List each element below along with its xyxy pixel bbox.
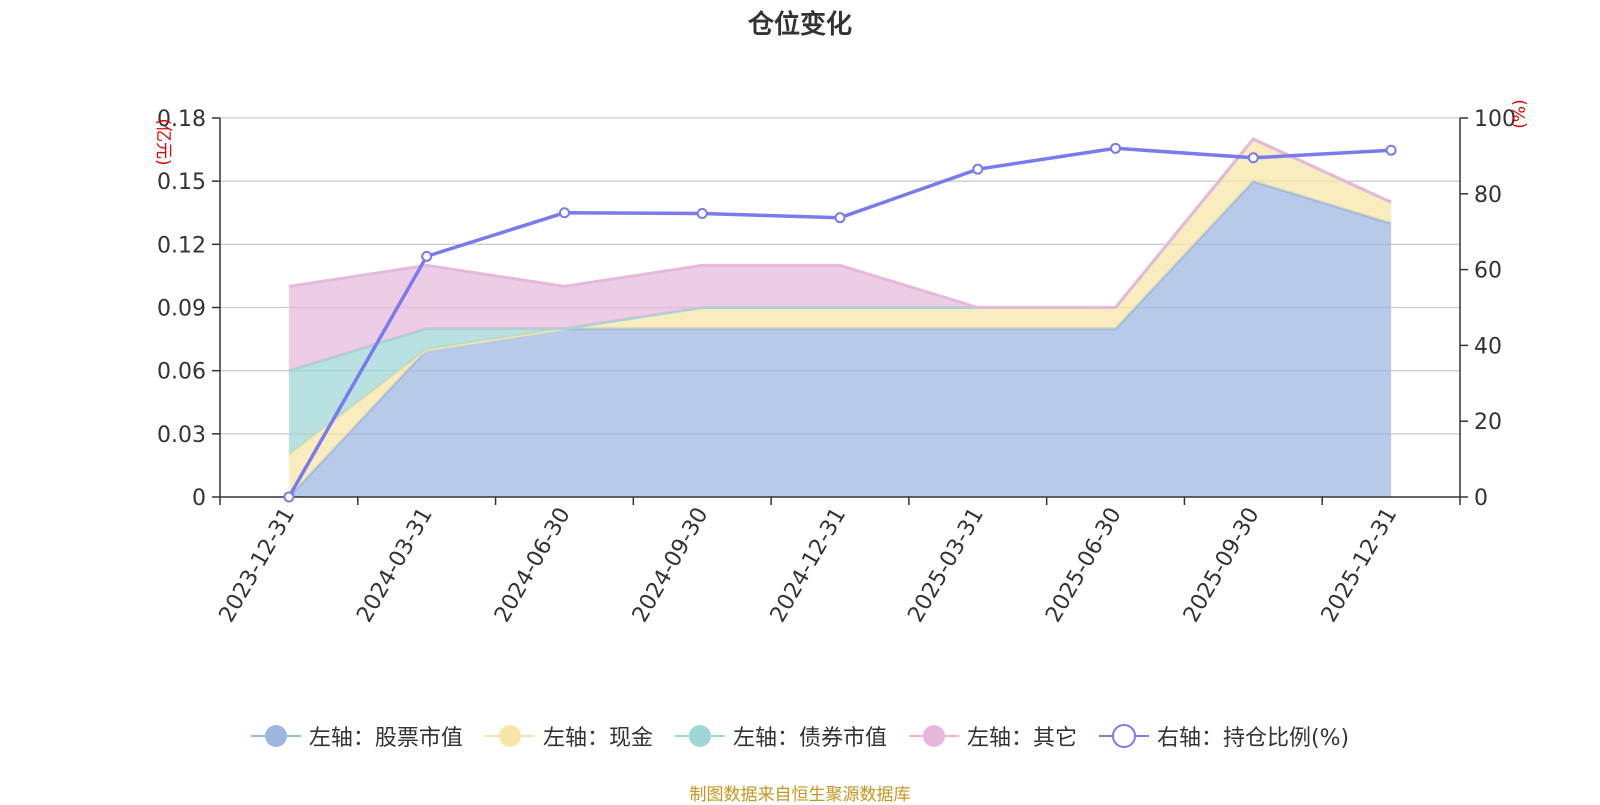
area-series-3: [288, 139, 1392, 371]
legend-marker-icon: [484, 725, 535, 747]
x-axis-tick-label: 2025-09-30: [1179, 504, 1265, 627]
right-axis-tick-label: 20: [1474, 410, 1502, 435]
left-axis-unit: (亿元): [153, 118, 173, 165]
area-series-1: [288, 139, 1392, 497]
right-axis-unit: (%): [1510, 99, 1530, 128]
holding-ratio-point: [283, 491, 295, 503]
left-axis-tick-label: 0.18: [157, 107, 206, 132]
legend-label: 左轴：其它: [966, 726, 1077, 751]
x-axis-tick-label: 2025-06-30: [1041, 504, 1127, 627]
legend-marker-icon: [674, 725, 725, 747]
legend-marker-icon: [250, 725, 301, 747]
holding-ratio-point: [421, 250, 433, 262]
source-note: 制图数据来自恒生聚源数据库: [689, 785, 911, 805]
x-axis-tick-label: 2024-06-30: [490, 504, 576, 627]
x-axis-tick-label: 2024-03-31: [352, 503, 438, 626]
holding-ratio-line: [283, 142, 1397, 503]
right-axis-tick-label: 40: [1474, 334, 1502, 359]
holding-ratio-point: [696, 208, 708, 220]
left-axis-tick-label: 0.15: [157, 170, 206, 195]
x-axis-tick-label: 2025-03-31: [903, 504, 989, 627]
right-axis-tick-label: 80: [1474, 183, 1502, 208]
legend-item[interactable]: 右轴：持仓比例(%): [1098, 720, 1350, 752]
x-axis-tick-label: 2024-09-30: [628, 504, 714, 627]
chart-canvas: 0 0.03 0.06 0.09 0.12 0.15 0.18 0 20 40 60 80 100 202…: [153, 99, 1530, 627]
legend-item[interactable]: 左轴：现金: [484, 720, 653, 752]
left-axis-tick-label: 0: [192, 486, 206, 511]
legend-label: 右轴：持仓比例(%): [1156, 726, 1350, 751]
legend-item[interactable]: 左轴：其它: [908, 720, 1077, 752]
left-axis-tick-label: 0.12: [157, 233, 206, 258]
stacked-areas: [287, 137, 1392, 499]
x-axis-tick-label: 2023-12-31: [215, 504, 301, 627]
holding-ratio-point: [558, 207, 570, 219]
x-axis-tick-label: 2024-12-31: [766, 504, 852, 627]
legend-label: 左轴：现金: [542, 726, 653, 751]
holding-ratio-point: [1110, 142, 1122, 154]
right-axis-tick-label: 0: [1474, 486, 1488, 511]
area-series-edge-3: [288, 137, 1392, 309]
holding-ratio-point: [834, 212, 846, 224]
holding-ratio-point: [1247, 152, 1259, 164]
legend-marker-icon: [1098, 724, 1149, 748]
legend: 左轴：股票市值 左轴：现金 左轴：债券市值 左轴：其它 右轴：持仓比例(%): [0, 720, 1600, 752]
left-axis-tick-label: 0.06: [157, 360, 206, 385]
holding-ratio-point: [1385, 144, 1397, 156]
legend-label: 左轴：股票市值: [308, 726, 463, 751]
chart-title: 仓位变化: [747, 10, 852, 40]
left-axis-tick-label: 0.09: [157, 297, 206, 322]
legend-marker-icon: [908, 725, 959, 747]
x-axis-tick-label: 2025-12-31: [1317, 504, 1403, 627]
area-series-0: [288, 181, 1392, 497]
holding-ratio-point: [972, 163, 984, 175]
legend-item[interactable]: 左轴：债券市值: [674, 720, 887, 752]
left-axis-tick-label: 0.03: [157, 423, 206, 448]
legend-item[interactable]: 左轴：股票市值: [250, 720, 463, 752]
right-axis-tick-label: 60: [1474, 259, 1502, 284]
right-axis-tick-label: 100: [1474, 107, 1516, 132]
legend-label: 左轴：债券市值: [732, 726, 887, 751]
